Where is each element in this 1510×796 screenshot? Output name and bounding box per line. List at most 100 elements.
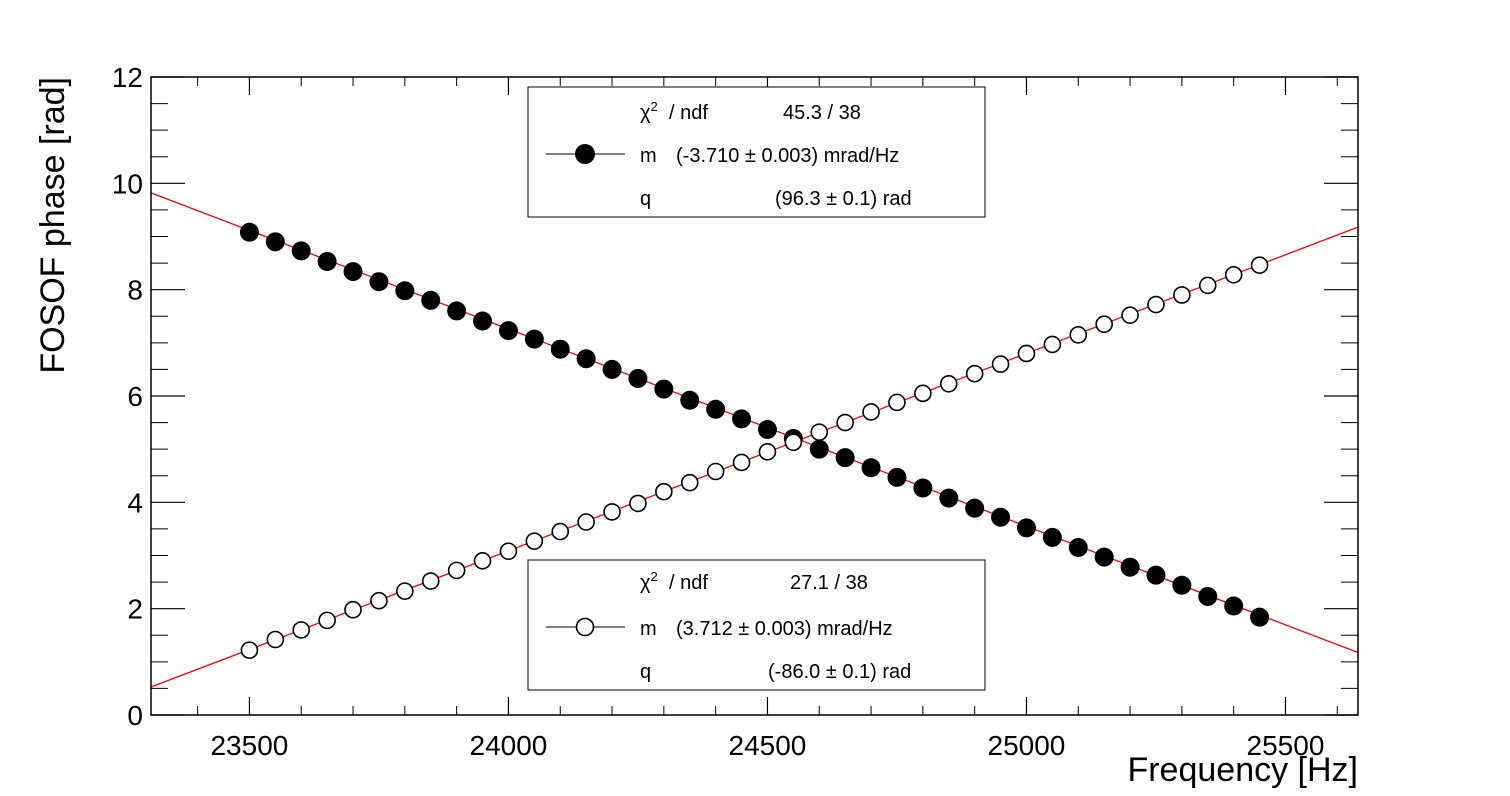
data-point-filled [239, 222, 259, 242]
data-point-open [836, 413, 854, 432]
data-point-open [344, 600, 362, 619]
data-point-filled [421, 290, 441, 310]
data-point-filled [835, 448, 855, 468]
data-point-open [1250, 256, 1269, 275]
data-point-filled [654, 379, 674, 399]
data-point-open [318, 611, 336, 630]
plot-frame [150, 76, 1359, 716]
data-point-open [655, 482, 673, 501]
data-point-filled [809, 439, 829, 459]
data-point-open [810, 423, 829, 441]
data-point-filled [939, 488, 959, 508]
data-point-open [473, 552, 492, 570]
legend-chi2-label: / ndf [669, 572, 708, 594]
data-point-filled [291, 241, 311, 261]
data-point-open [991, 355, 1010, 373]
data-point-filled [265, 232, 285, 252]
data-point-filled [1198, 586, 1218, 606]
data-point-open [370, 591, 388, 610]
data-point-open [1147, 295, 1165, 314]
data-point-open [292, 621, 311, 639]
data-point-filled [991, 507, 1011, 527]
data-point-filled [343, 262, 363, 282]
x-tick-label: 24500 [729, 730, 807, 761]
legend-q-value: (96.3 ± 0.1) rad [775, 188, 912, 210]
data-point-filled [473, 311, 493, 331]
data-point-open [888, 393, 906, 412]
data-points [239, 222, 1270, 659]
data-point-open [680, 473, 699, 492]
data-point-open [1095, 315, 1113, 334]
data-point-open [551, 522, 570, 541]
x-tick-label: 25000 [988, 730, 1066, 761]
data-point-open [525, 532, 544, 550]
legend-box-open [527, 559, 986, 691]
data-point-open [1198, 276, 1217, 295]
legend-box-filled [527, 86, 986, 218]
data-point-open [1043, 335, 1062, 354]
y-tick-label: 8 [127, 275, 143, 306]
data-point-filled [1172, 575, 1192, 595]
data-point-filled [498, 321, 518, 341]
data-point-filled [680, 390, 700, 410]
data-point-filled [602, 359, 622, 379]
y-tick-label: 4 [127, 487, 143, 518]
legend-m-label: m [640, 618, 657, 640]
data-point-open [732, 453, 751, 472]
data-point-filled [1120, 557, 1140, 577]
legend-m-label: m [640, 145, 657, 167]
data-point-filled [628, 368, 648, 388]
x-tick-label: 24000 [470, 730, 548, 761]
data-point-open [603, 503, 621, 521]
data-point-open [914, 384, 932, 403]
y-tick-label: 2 [127, 594, 143, 625]
data-point-open [447, 561, 466, 580]
data-point-filled [1042, 527, 1062, 547]
y-tick-label: 0 [127, 700, 143, 731]
data-point-open [1017, 344, 1036, 363]
x-tick-label: 23500 [210, 730, 288, 761]
legend-m-value: (3.712 ± 0.003) mrad/Hz [676, 618, 893, 640]
data-point-open [396, 582, 414, 600]
data-point-filled [524, 329, 544, 349]
axis-ticks: 23500 24000 24500 25000 25500 0 2 4 6 8 10 12 [112, 62, 1358, 761]
data-point-open [939, 374, 958, 393]
data-point-open [1121, 306, 1139, 324]
data-point-filled [1016, 518, 1036, 538]
data-point-filled [965, 498, 985, 518]
data-point-open [862, 403, 880, 421]
y-axis-label: FOSOF phase [rad] [34, 77, 72, 374]
data-point-filled [757, 419, 777, 439]
legend-open: χ2 / ndf 27.1 / 38 m (3.712 ± 0.003) mra… [527, 559, 986, 691]
legend-q-label: q [640, 188, 651, 210]
data-point-filled [576, 349, 596, 369]
data-point-open [965, 364, 984, 383]
data-point-open [421, 572, 440, 590]
data-point-open [784, 433, 803, 452]
data-point-open [1224, 265, 1243, 284]
data-point-filled [1146, 565, 1166, 585]
legend-chi2-value: 27.1 / 38 [790, 572, 868, 594]
data-point-filled [369, 272, 389, 292]
x-tick-label: 25500 [1247, 730, 1325, 761]
data-point-open [706, 462, 725, 481]
legend-m-value: (-3.710 ± 0.003) mrad/Hz [676, 145, 899, 167]
data-point-filled [706, 399, 726, 419]
data-point-filled [317, 251, 337, 271]
data-point-filled [1250, 607, 1270, 627]
legend-q-label: q [640, 661, 651, 683]
legend-filled: χ2 / ndf 45.3 / 38 m (-3.710 ± 0.003) mr… [527, 86, 986, 218]
data-point-filled [395, 281, 415, 301]
data-point-open [629, 494, 647, 513]
data-point-filled [1068, 538, 1088, 558]
data-point-open [240, 641, 259, 659]
data-point-open [1173, 286, 1191, 304]
y-tick-label: 10 [112, 168, 143, 199]
y-tick-label: 6 [127, 381, 143, 412]
data-point-filled [861, 458, 881, 478]
data-point-filled [550, 339, 570, 359]
data-point-filled [1094, 547, 1114, 567]
data-point-open [1069, 326, 1088, 344]
legend-chi2-value: 45.3 / 38 [783, 102, 861, 124]
